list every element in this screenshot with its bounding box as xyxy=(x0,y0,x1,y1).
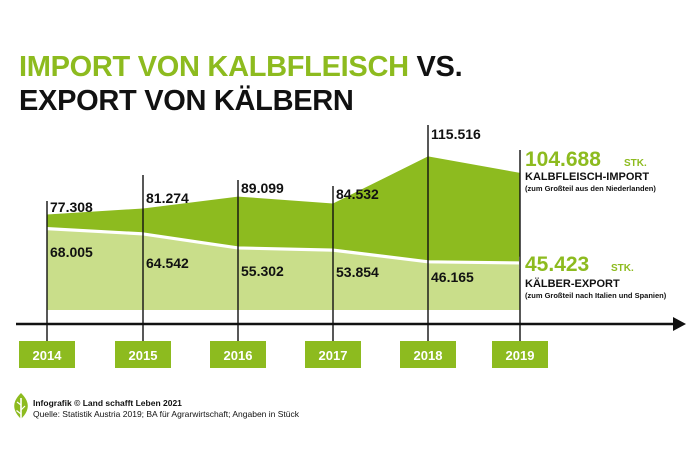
x-tick-label-2019: 2019 xyxy=(506,348,535,363)
export-data-label-2015: 64.542 xyxy=(146,255,189,271)
x-tick-label-2018: 2018 xyxy=(414,348,443,363)
footer: Infografik © Land schafft Leben 2021 Que… xyxy=(33,398,299,420)
import-data-label-2015: 81.274 xyxy=(146,190,189,206)
export-final-value: 45.423 xyxy=(525,253,589,276)
import-final-value: 104.688 xyxy=(525,148,601,171)
x-tick-label-2016: 2016 xyxy=(224,348,253,363)
export-area xyxy=(47,228,520,310)
year-box-2014 xyxy=(19,341,75,368)
export-data-label-2018: 46.165 xyxy=(431,269,474,285)
export-arrowhead xyxy=(519,256,530,270)
leaf-icon xyxy=(14,393,28,421)
export-data-label-2016: 55.302 xyxy=(241,263,284,279)
title-vs: VS. xyxy=(416,51,463,83)
footer-credit: Infografik © Land schafft Leben 2021 xyxy=(33,398,182,408)
year-box-2016 xyxy=(210,341,266,368)
export-unit: STK. xyxy=(611,263,634,274)
x-tick-label-2017: 2017 xyxy=(319,348,348,363)
export-series-name: KÄLBER-EXPORT xyxy=(525,277,620,290)
year-box-2018 xyxy=(400,341,456,368)
footer-source: Quelle: Statistik Austria 2019; BA für A… xyxy=(33,409,300,419)
x-tick-label-2014: 2014 xyxy=(33,348,63,363)
x-tick-label-2015: 2015 xyxy=(129,348,158,363)
export-series-note: (zum Großteil nach Italien und Spanien) xyxy=(525,291,667,300)
x-axis-arrowhead xyxy=(673,317,686,331)
year-box-2019 xyxy=(492,341,548,368)
chart-title-line-2: EXPORT VON KÄLBERN xyxy=(19,85,354,117)
import-series-name: KALBFLEISCH-IMPORT xyxy=(525,171,649,183)
export-line xyxy=(46,227,521,265)
import-series-note: (zum Großteil aus den Niederlanden) xyxy=(525,184,656,193)
title-import: IMPORT VON KALBFLEISCH xyxy=(19,51,409,83)
import-data-label-2014: 77.308 xyxy=(50,199,93,215)
import-data-label-2017: 84.532 xyxy=(336,186,379,202)
year-box-2015 xyxy=(115,341,171,368)
chart-title-line-1: IMPORT VON KALBFLEISCH VS. xyxy=(19,51,463,83)
export-data-label-2014: 68.005 xyxy=(50,244,93,260)
import-data-label-2018: 115.516 xyxy=(431,126,481,142)
import-data-label-2016: 89.099 xyxy=(241,180,284,196)
import-unit: STK. xyxy=(624,158,647,169)
year-box-2017 xyxy=(305,341,361,368)
export-data-label-2017: 53.854 xyxy=(336,264,379,280)
